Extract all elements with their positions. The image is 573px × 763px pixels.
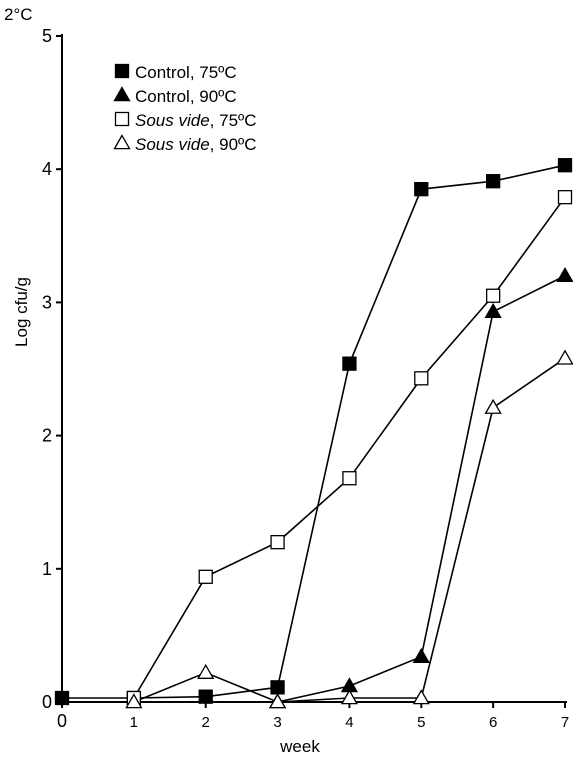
data-point-series-3 xyxy=(268,693,287,709)
series-line-3 xyxy=(133,357,566,703)
y-tick-label: 5 xyxy=(42,26,52,46)
series-markers xyxy=(54,158,573,709)
y-tick-label: 0 xyxy=(42,692,52,712)
series-line-0 xyxy=(62,164,566,699)
x-tick-label: 3 xyxy=(273,714,281,731)
legend-marker-2 xyxy=(114,111,130,127)
data-point-series-2 xyxy=(270,535,285,550)
series-lines xyxy=(62,164,566,703)
data-point-series-3 xyxy=(412,689,430,705)
x-tick-label: 4 xyxy=(345,714,353,731)
y-tick-label: 4 xyxy=(42,159,52,179)
data-point-series-3 xyxy=(125,693,143,709)
x-tick-label: 7 xyxy=(561,714,569,731)
data-point-series-2 xyxy=(198,569,213,584)
data-point-series-0 xyxy=(485,174,501,189)
data-point-series-0 xyxy=(414,182,429,197)
legend: Control, 75ºC Control, 90ºC Sous vide, 75º… xyxy=(113,63,257,154)
data-point-series-1 xyxy=(412,647,430,663)
series-line-2 xyxy=(133,196,566,699)
legend-label-1: Control, 90ºC xyxy=(135,87,237,106)
data-point-series-2 xyxy=(485,288,501,303)
data-point-series-0 xyxy=(54,690,70,706)
y-tick-label: 1 xyxy=(42,559,52,579)
legend-marker-1 xyxy=(113,86,131,102)
data-point-series-3 xyxy=(197,663,215,679)
x-tick-label: 6 xyxy=(489,714,497,731)
legend-marker-0 xyxy=(114,63,130,79)
data-point-series-3 xyxy=(556,349,573,365)
x-tick-label: 5 xyxy=(417,714,425,731)
x-tick-label: 2 xyxy=(202,714,210,731)
data-point-series-0 xyxy=(198,689,213,704)
data-point-series-0 xyxy=(270,680,285,695)
axes: 0 1 2 3 4 5 0 1 2 3 4 5 6 7 xyxy=(42,26,569,731)
data-point-series-2 xyxy=(557,190,573,205)
x-axis-title: week xyxy=(279,737,320,756)
y-tick-label: 2 xyxy=(42,426,52,446)
data-point-series-3 xyxy=(484,398,502,414)
x-tick-label: 1 xyxy=(130,714,138,731)
legend-label-3: Sous vide, 90ºC xyxy=(135,135,257,154)
corner-label: 2°C xyxy=(4,5,33,24)
y-axis-title: Log cfu/g xyxy=(12,277,31,347)
y-tick-label: 3 xyxy=(42,292,52,312)
x-tick-label: 0 xyxy=(57,711,67,731)
legend-label-0: Control, 75ºC xyxy=(135,63,237,82)
series-line-1 xyxy=(277,275,566,703)
legend-label-2: Sous vide, 75ºC xyxy=(135,111,257,130)
data-point-series-2 xyxy=(414,371,429,386)
data-point-series-0 xyxy=(557,158,573,173)
data-point-series-1 xyxy=(556,266,573,283)
data-point-series-3 xyxy=(340,689,359,705)
legend-marker-3 xyxy=(113,134,131,150)
data-point-series-2 xyxy=(342,471,357,486)
data-point-series-0 xyxy=(342,356,357,371)
data-point-series-1 xyxy=(484,302,502,318)
